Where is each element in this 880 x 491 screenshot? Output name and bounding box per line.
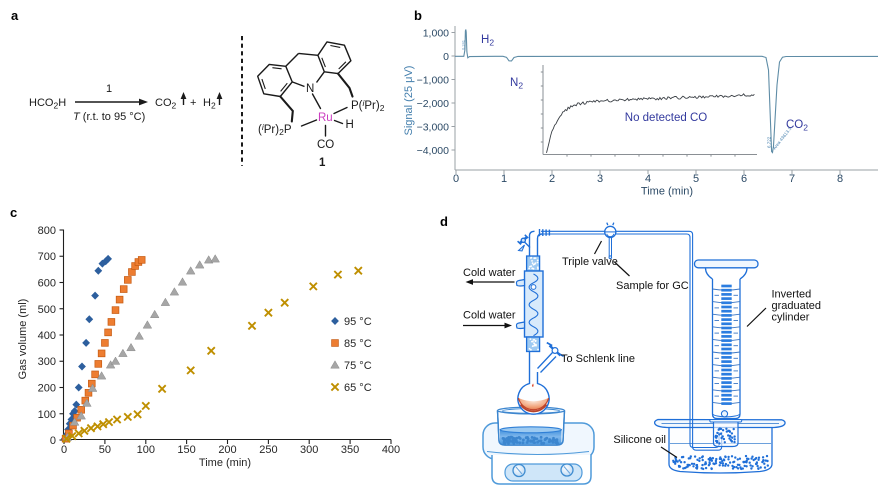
svg-text:−4,000: −4,000 xyxy=(417,145,450,157)
svg-text:700: 700 xyxy=(38,251,56,263)
svg-text:1,000: 1,000 xyxy=(423,28,449,40)
svg-text:a: a xyxy=(11,8,19,23)
svg-text:Time (min): Time (min) xyxy=(641,186,693,198)
svg-text:1: 1 xyxy=(501,173,507,185)
svg-text:300: 300 xyxy=(300,444,318,456)
svg-text:6: 6 xyxy=(741,173,747,185)
svg-text:85 °C: 85 °C xyxy=(344,338,372,350)
svg-text:7: 7 xyxy=(789,173,795,185)
svg-text:400: 400 xyxy=(382,444,400,456)
svg-text:H2: H2 xyxy=(203,97,216,111)
svg-text:P(iPr)2: P(iPr)2 xyxy=(351,98,385,112)
svg-text:5: 5 xyxy=(693,173,699,185)
svg-text:N2: N2 xyxy=(510,77,523,91)
svg-text:0: 0 xyxy=(50,435,56,447)
svg-text:−1,000: −1,000 xyxy=(417,75,450,87)
svg-text:CO2: CO2 xyxy=(155,97,177,111)
svg-text:300: 300 xyxy=(38,356,56,368)
svg-text:Cold water: Cold water xyxy=(463,310,516,322)
svg-text:Inverted: Inverted xyxy=(772,289,812,301)
svg-text:Cold water: Cold water xyxy=(463,267,516,279)
svg-text:75 °C: 75 °C xyxy=(344,360,372,372)
svg-text:1: 1 xyxy=(106,83,112,95)
svg-text:500: 500 xyxy=(38,304,56,316)
svg-text:H: H xyxy=(346,119,354,131)
svg-text:100: 100 xyxy=(38,409,56,421)
svg-text:cylinder: cylinder xyxy=(772,312,810,324)
svg-text:H2: H2 xyxy=(481,34,494,48)
svg-text:0: 0 xyxy=(443,51,449,63)
svg-text:200: 200 xyxy=(38,383,56,395)
svg-text:4: 4 xyxy=(645,173,651,185)
svg-text:200: 200 xyxy=(218,444,236,456)
svg-text:250: 250 xyxy=(259,444,277,456)
svg-text:N: N xyxy=(306,83,314,95)
svg-text:Triple valve: Triple valve xyxy=(562,256,618,268)
svg-text:+: + xyxy=(190,97,196,109)
svg-text:(iPr)2P: (iPr)2P xyxy=(258,122,292,136)
svg-text:150: 150 xyxy=(177,444,195,456)
svg-text:Sample for GC: Sample for GC xyxy=(616,280,689,292)
svg-text:d: d xyxy=(440,214,448,229)
svg-text:Gas volume (ml): Gas volume (ml) xyxy=(17,299,29,380)
svg-text:8: 8 xyxy=(837,173,843,185)
svg-text:65 °C: 65 °C xyxy=(344,382,372,394)
svg-text:T (r.t. to 95 °C): T (r.t. to 95 °C) xyxy=(73,111,145,123)
svg-text:600: 600 xyxy=(38,278,56,290)
svg-text:400: 400 xyxy=(38,330,56,342)
svg-text:Silicone oil: Silicone oil xyxy=(613,434,666,446)
svg-text:Time (min): Time (min) xyxy=(199,457,251,469)
svg-text:800: 800 xyxy=(38,225,56,237)
svg-text:0.241: 0.241 xyxy=(460,39,465,50)
svg-text:350: 350 xyxy=(341,444,359,456)
svg-text:95 °C: 95 °C xyxy=(344,316,372,328)
svg-text:0: 0 xyxy=(453,173,459,185)
svg-text:CO2: CO2 xyxy=(786,119,808,133)
svg-text:100: 100 xyxy=(137,444,155,456)
svg-text:HCO2H: HCO2H xyxy=(29,97,66,111)
svg-text:Signal (25 μV): Signal (25 μV) xyxy=(403,66,415,136)
svg-text:CO: CO xyxy=(317,139,334,151)
svg-text:No detected CO: No detected CO xyxy=(625,112,708,124)
svg-text:−3,000: −3,000 xyxy=(417,122,450,134)
svg-text:b: b xyxy=(414,8,422,23)
svg-text:0: 0 xyxy=(61,444,67,456)
svg-text:Ru: Ru xyxy=(318,112,333,124)
svg-text:6.722: 6.722 xyxy=(766,136,771,148)
svg-text:To Schlenk line: To Schlenk line xyxy=(561,353,635,365)
svg-text:1: 1 xyxy=(319,157,326,169)
svg-text:−2,000: −2,000 xyxy=(417,98,450,110)
svg-text:graduated: graduated xyxy=(772,300,822,312)
svg-text:c: c xyxy=(10,205,17,220)
svg-text:50: 50 xyxy=(99,444,111,456)
svg-text:2: 2 xyxy=(549,173,555,185)
svg-text:3: 3 xyxy=(597,173,603,185)
